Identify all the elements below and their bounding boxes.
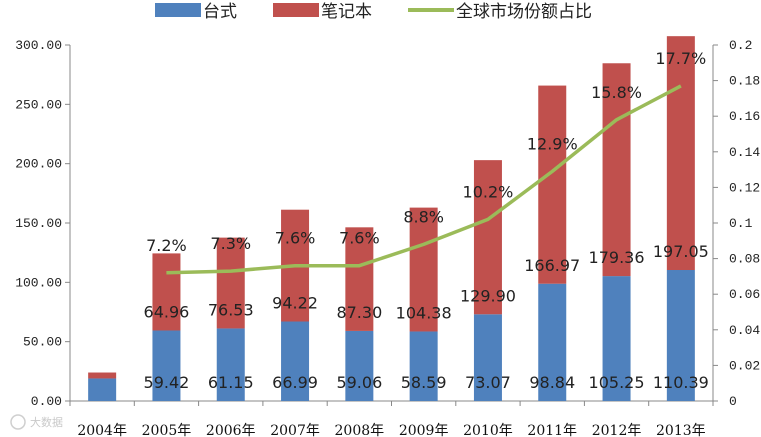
axes: 0.00 50.00 100.00 150.00 200.00 250.00 300.00 0… xyxy=(15,38,760,437)
line-data-label: 10.2% xyxy=(463,182,514,201)
left-tick-label: 150.00 xyxy=(15,216,62,231)
bar-desktop xyxy=(216,328,245,401)
bar-desktop xyxy=(88,378,117,401)
x-tick-label: 2011年 xyxy=(527,423,577,437)
bar-notebook xyxy=(152,253,181,331)
bar-desktop xyxy=(345,330,374,401)
bar-data-label: 98.84 xyxy=(529,373,575,392)
bar-data-label: 129.90 xyxy=(460,286,516,305)
share-line xyxy=(166,84,682,275)
line-data-label: 7.3% xyxy=(210,234,251,253)
left-tick-label: 50.00 xyxy=(23,335,62,350)
bars xyxy=(88,36,695,401)
legend: 台式 笔记本 全球市场份额占比 xyxy=(155,2,592,22)
legend-swatch xyxy=(155,3,201,17)
x-tick-label: 2010年 xyxy=(463,423,513,437)
bar-data-label: 66.99 xyxy=(272,373,318,392)
bar-data-label: 76.53 xyxy=(208,301,254,320)
watermark-text: 大数据 xyxy=(30,415,63,429)
x-tick-label: 2004年 xyxy=(77,423,127,437)
bar-notebook xyxy=(88,372,117,379)
right-tick-label: 0 xyxy=(729,394,737,409)
left-tick-label: 300.00 xyxy=(15,38,62,53)
line-data-label: 7.6% xyxy=(339,229,380,248)
right-tick-label: 0.1 xyxy=(729,216,753,231)
right-tick-label: 0.06 xyxy=(729,287,760,302)
left-tick-label: 0.00 xyxy=(31,394,62,409)
right-tick-label: 0.14 xyxy=(729,145,760,160)
watermark-logo-icon xyxy=(10,414,26,430)
right-tick-label: 0.16 xyxy=(729,109,760,124)
bar-data-label: 105.25 xyxy=(589,373,645,392)
bar-data-label: 179.36 xyxy=(589,248,645,267)
bar-data-label: 110.39 xyxy=(653,373,709,392)
right-tick-label: 0.08 xyxy=(729,252,760,267)
x-tick-label: 2008年 xyxy=(335,423,385,437)
bar-data-label: 87.30 xyxy=(336,303,382,322)
x-tick-label: 2012年 xyxy=(592,423,642,437)
legend-swatch xyxy=(273,3,319,17)
bar-notebook xyxy=(216,237,245,329)
bar-data-label: 59.42 xyxy=(144,373,190,392)
bar-notebook xyxy=(345,227,374,331)
x-tick-label: 2005年 xyxy=(142,423,192,437)
x-tick-label: 2013年 xyxy=(656,423,706,437)
bar-desktop xyxy=(538,283,567,401)
line-data-label: 8.8% xyxy=(403,207,444,226)
right-tick-label: 0.18 xyxy=(729,74,760,89)
right-tick-label: 0.2 xyxy=(729,38,752,53)
bar-desktop xyxy=(473,314,502,401)
bar-data-label: 104.38 xyxy=(396,304,452,323)
bar-desktop xyxy=(281,321,310,401)
x-tick-label: 2007年 xyxy=(270,423,320,437)
bar-desktop xyxy=(409,331,438,401)
bar-data-label: 94.22 xyxy=(272,294,318,313)
line-data-label: 15.8% xyxy=(591,83,642,102)
x-tick-label: 2006年 xyxy=(206,423,256,437)
bar-data-label: 59.06 xyxy=(336,373,382,392)
bar-notebook xyxy=(666,36,695,271)
bar-notebook xyxy=(538,85,567,284)
bar-data-label: 197.05 xyxy=(653,242,709,261)
right-tick-label: 0.12 xyxy=(729,180,760,195)
bar-notebook xyxy=(602,63,631,277)
bar-notebook xyxy=(473,160,502,315)
data-labels: 59.42 61.15 66.99 59.06 58.59 73.07 98.84 105.2… xyxy=(144,49,709,392)
bar-desktop xyxy=(152,330,181,401)
left-tick-label: 100.00 xyxy=(15,275,62,290)
line-data-label: 7.2% xyxy=(146,236,187,255)
line-data-label: 12.9% xyxy=(527,134,578,153)
legend-label: 全球市场份额占比 xyxy=(456,2,592,22)
bar-data-label: 73.07 xyxy=(465,373,511,392)
bar-data-label: 166.97 xyxy=(524,256,580,275)
left-tick-label: 200.00 xyxy=(15,157,62,172)
bar-desktop xyxy=(666,270,695,401)
line-data-label: 17.7% xyxy=(655,49,706,68)
left-tick-label: 250.00 xyxy=(15,97,62,112)
bar-data-label: 58.59 xyxy=(401,373,447,392)
bar-notebook xyxy=(409,207,438,332)
watermark: 大数据 xyxy=(10,414,63,430)
bar-data-label: 61.15 xyxy=(208,373,254,392)
line-data-label: 7.6% xyxy=(275,229,316,248)
bar-data-label: 64.96 xyxy=(144,303,190,322)
x-tick-label: 2009年 xyxy=(399,423,449,437)
legend-label: 笔记本 xyxy=(321,2,372,22)
bar-desktop xyxy=(602,276,631,401)
right-tick-label: 0.02 xyxy=(729,358,760,373)
legend-label: 台式 xyxy=(203,2,237,22)
right-tick-label: 0.04 xyxy=(729,323,760,338)
share-line-path xyxy=(166,84,682,275)
